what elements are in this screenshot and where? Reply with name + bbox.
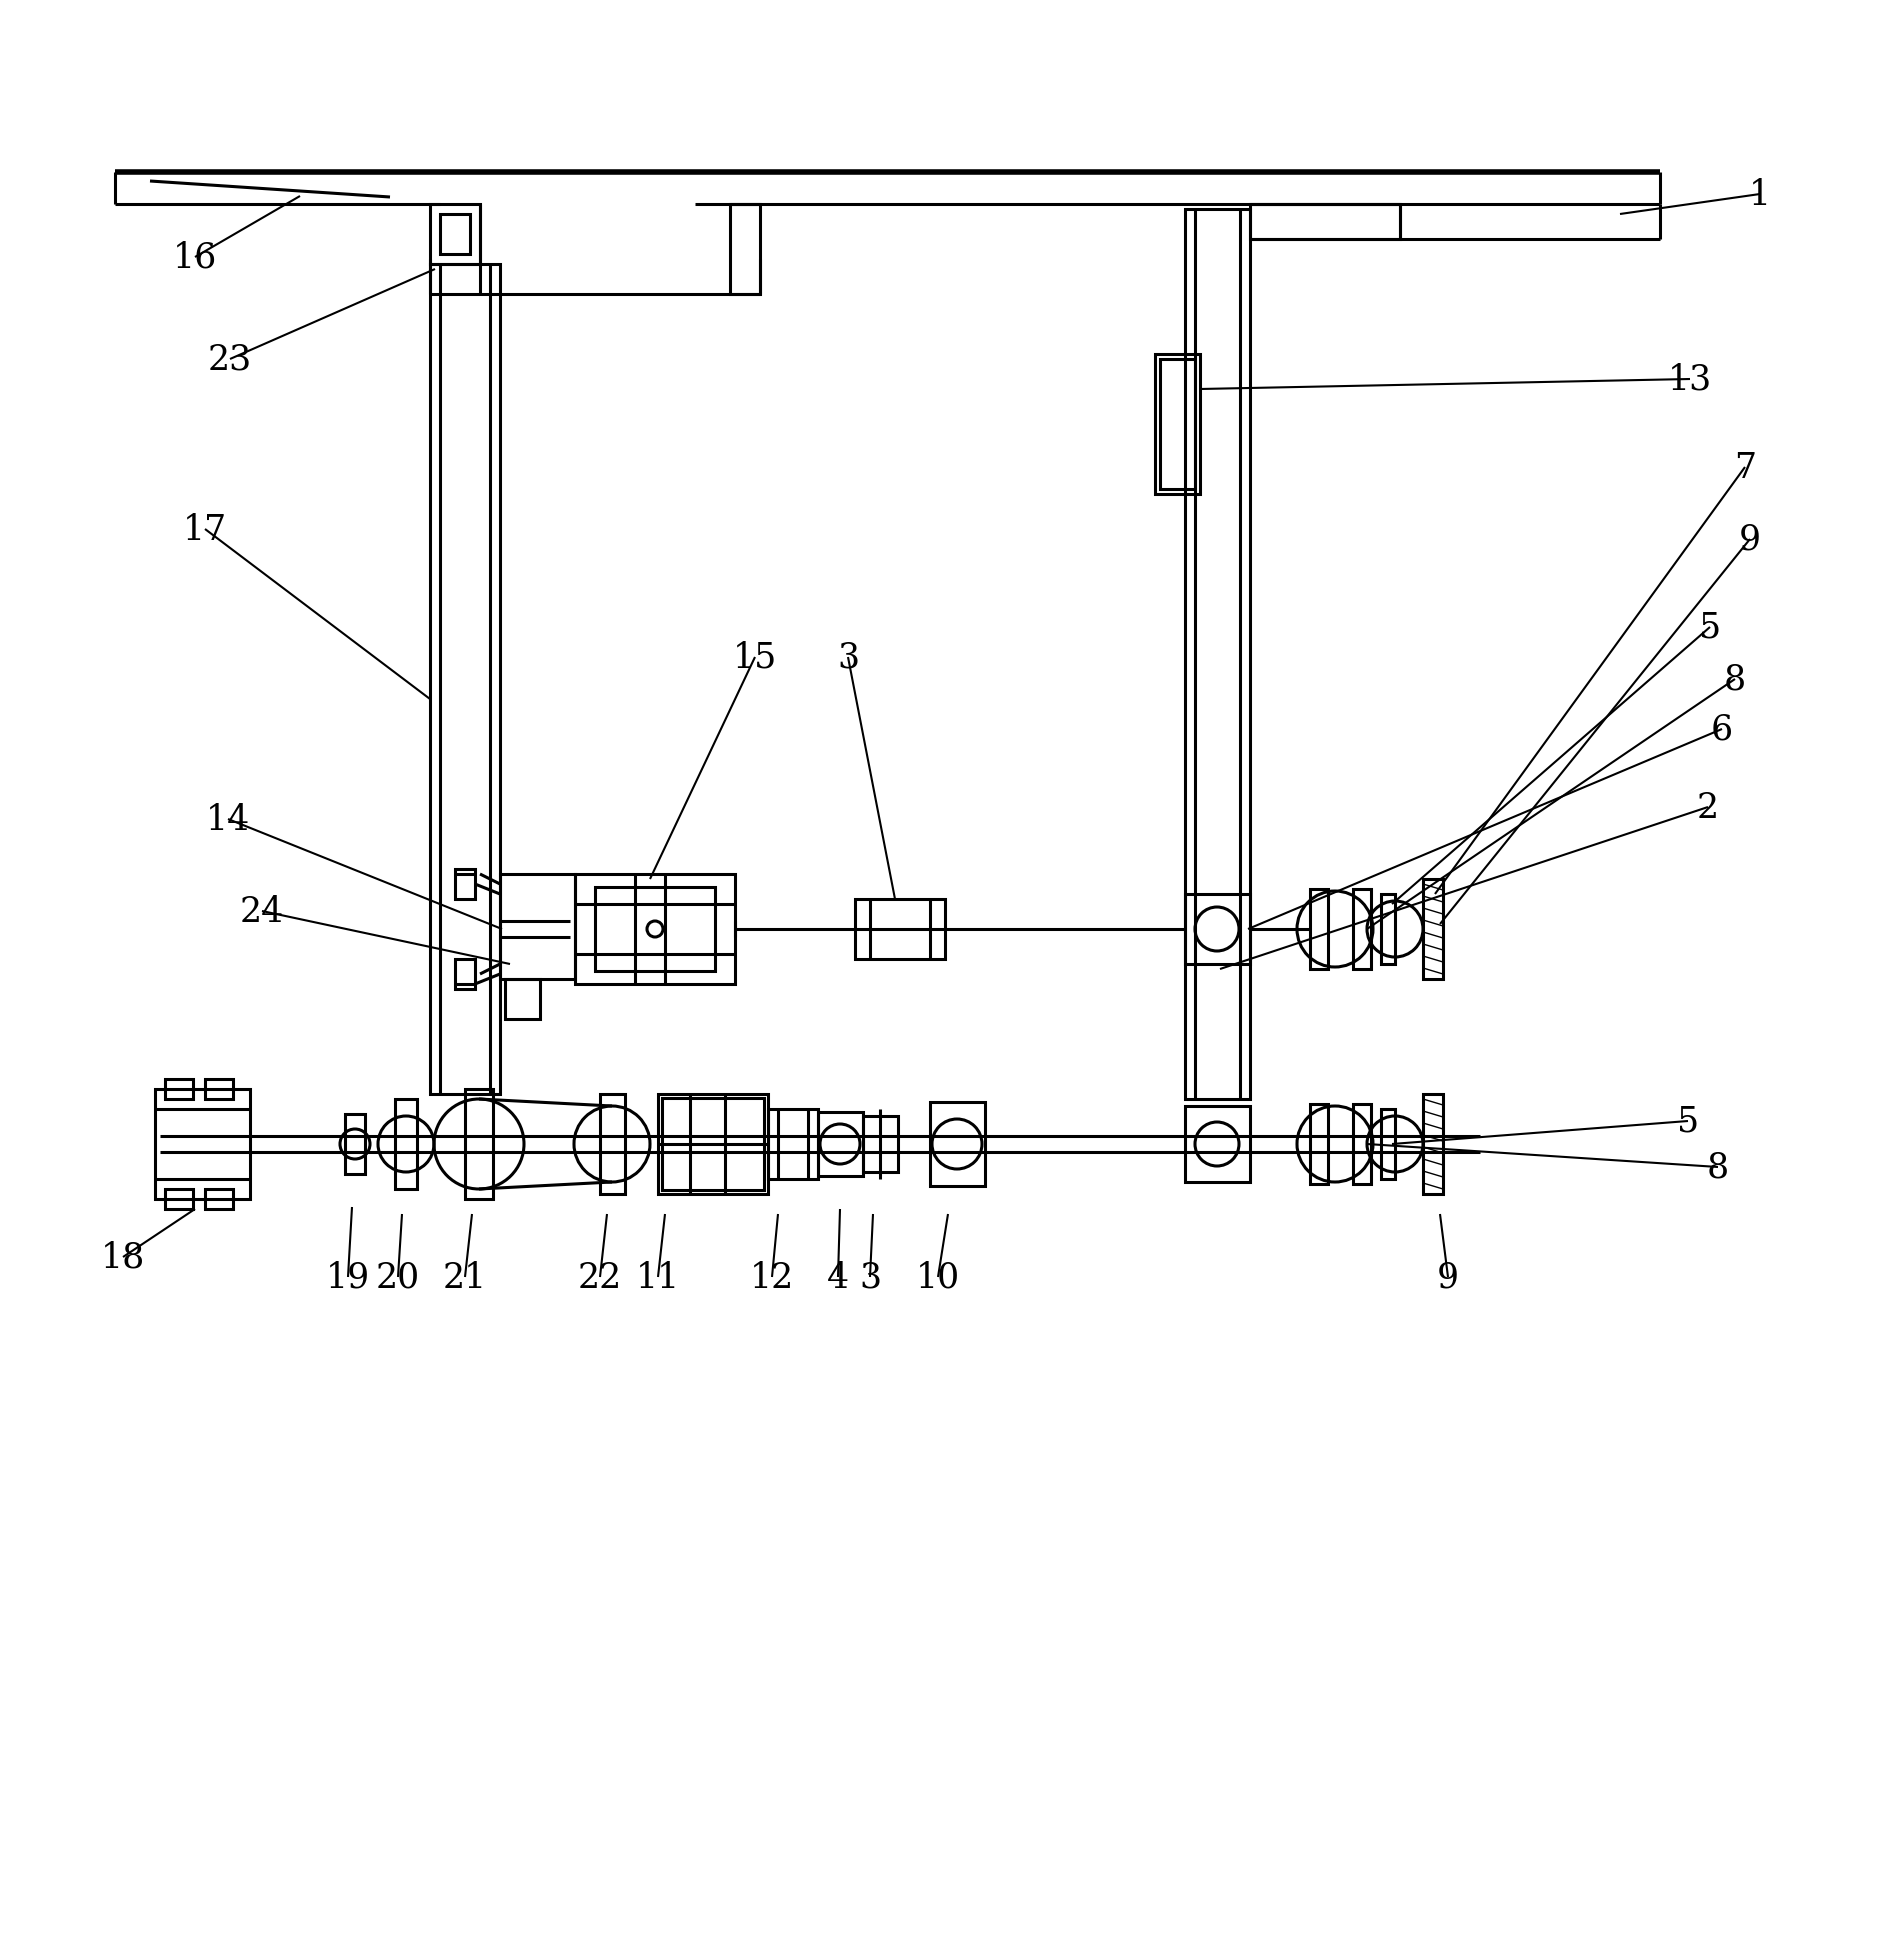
Bar: [1184, 1107, 1250, 1183]
Bar: [431, 206, 479, 266]
Text: 23: 23: [209, 343, 252, 376]
Bar: [1310, 1105, 1327, 1185]
Text: 3: 3: [859, 1260, 882, 1295]
Text: 8: 8: [1707, 1150, 1730, 1185]
Text: 4: 4: [827, 1260, 850, 1295]
Text: 17: 17: [182, 512, 227, 547]
Bar: [1354, 1105, 1371, 1185]
Bar: [464, 1090, 493, 1200]
Bar: [1423, 1094, 1444, 1194]
Bar: [165, 1080, 194, 1099]
Bar: [1184, 894, 1250, 964]
Text: 22: 22: [577, 1260, 622, 1295]
Bar: [506, 979, 540, 1020]
Bar: [205, 1080, 233, 1099]
Text: 24: 24: [241, 894, 284, 929]
Bar: [500, 874, 575, 979]
Text: 15: 15: [733, 640, 776, 675]
Bar: [455, 960, 476, 989]
Text: 9: 9: [1436, 1260, 1459, 1295]
Text: 12: 12: [750, 1260, 793, 1295]
Text: 19: 19: [325, 1260, 370, 1295]
Bar: [165, 1189, 194, 1210]
Bar: [1310, 890, 1327, 970]
Bar: [1250, 206, 1401, 240]
Bar: [662, 1097, 763, 1191]
Text: 5: 5: [1677, 1105, 1700, 1138]
Bar: [729, 206, 760, 295]
Bar: [154, 1090, 250, 1200]
Bar: [346, 1115, 365, 1175]
Bar: [769, 1109, 818, 1179]
Bar: [395, 1099, 417, 1189]
Bar: [1382, 1109, 1395, 1179]
Text: 14: 14: [207, 803, 250, 836]
Bar: [818, 1113, 863, 1177]
Text: 7: 7: [1733, 450, 1756, 485]
Text: 21: 21: [444, 1260, 487, 1295]
Text: 2: 2: [1698, 791, 1718, 824]
Text: 18: 18: [102, 1241, 145, 1274]
Text: 9: 9: [1739, 524, 1762, 556]
Text: 1: 1: [1748, 178, 1771, 211]
Bar: [455, 869, 476, 900]
Text: 10: 10: [916, 1260, 961, 1295]
Bar: [1160, 361, 1196, 491]
Bar: [440, 215, 470, 254]
Bar: [600, 1094, 624, 1194]
Bar: [1382, 894, 1395, 964]
Bar: [931, 1103, 985, 1187]
Bar: [205, 1189, 233, 1210]
Bar: [855, 900, 946, 960]
Bar: [594, 888, 714, 971]
Text: 8: 8: [1724, 663, 1747, 696]
Text: 13: 13: [1668, 363, 1713, 397]
Text: 6: 6: [1711, 714, 1733, 747]
Bar: [575, 874, 735, 985]
Bar: [658, 1094, 769, 1194]
Bar: [1154, 355, 1199, 494]
Bar: [1423, 880, 1444, 979]
Bar: [863, 1117, 899, 1173]
Text: 16: 16: [173, 240, 218, 275]
Text: 11: 11: [635, 1260, 681, 1295]
Bar: [1354, 890, 1371, 970]
Bar: [431, 266, 500, 1094]
Text: 5: 5: [1700, 611, 1720, 644]
Text: 3: 3: [837, 640, 859, 675]
Text: 20: 20: [376, 1260, 419, 1295]
Bar: [1184, 209, 1250, 1099]
